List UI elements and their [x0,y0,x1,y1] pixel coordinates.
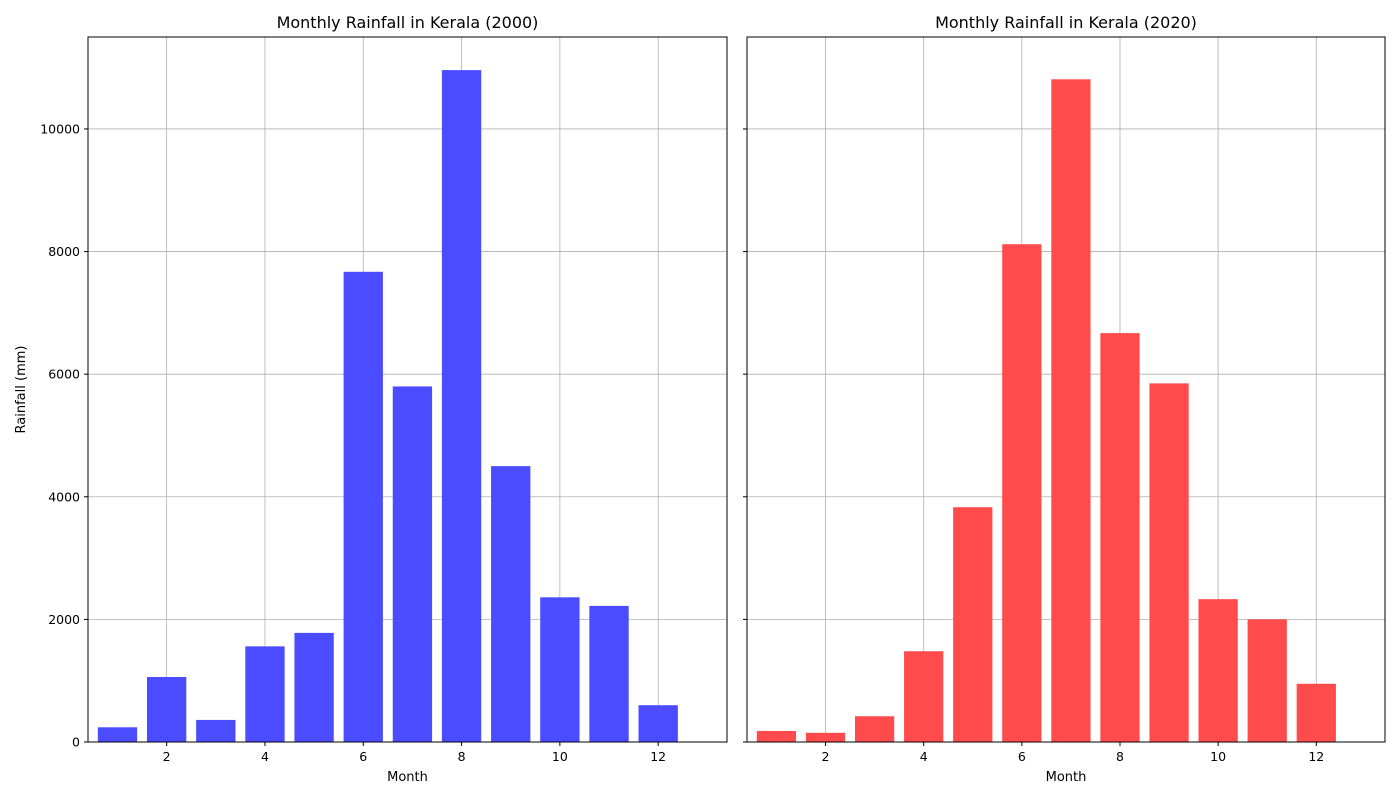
bars [97,70,678,742]
bar-month-2 [805,732,846,742]
bar-month-7 [392,386,433,742]
bar-month-3 [854,716,895,742]
y-axis-label: Rainfall (mm) [14,346,29,434]
bar-month-4 [245,646,285,742]
x-tick-label: 10 [552,749,568,764]
bar-month-10 [540,597,580,742]
y-tick-label: 4000 [48,489,80,504]
bar-month-6 [1002,244,1042,743]
y-tick-label: 2000 [48,612,80,627]
bar-month-1 [97,727,138,742]
x-tick-label: 8 [458,749,466,764]
bar-month-12 [1296,683,1336,742]
bar-month-2 [146,677,187,742]
x-axis-label: Month [387,770,428,785]
bar-month-10 [1198,599,1238,742]
chart-title: Monthly Rainfall in Kerala (2020) [935,13,1197,32]
chart-title: Monthly Rainfall in Kerala (2000) [277,13,539,32]
y-tick-label: 6000 [48,367,80,382]
x-tick-label: 2 [822,749,830,764]
axes-frame [746,36,1386,743]
bar-month-11 [1247,619,1287,742]
y-tick-label: 8000 [48,244,80,259]
x-tick-label: 6 [1018,749,1026,764]
bar-month-5 [953,507,993,742]
bar-month-12 [638,705,678,742]
x-axis-label: Month [1046,770,1087,785]
bar-month-8 [1100,333,1140,742]
chart-panel-2000: 2 4 6 8 10 12 0 2000 4000 6000 8000 10000 Monthly Ra… [14,13,728,785]
x-tick-label: 4 [261,749,269,764]
bar-month-9 [1149,383,1189,742]
bars [756,79,1336,743]
axes-frame [87,36,728,743]
y-tick-label: 10000 [40,121,80,136]
bar-month-6 [343,271,383,742]
bar-month-11 [589,605,629,742]
bar-month-3 [196,719,236,742]
bar-month-8 [441,70,482,742]
x-tick-label: 2 [163,749,171,764]
x-tick-label: 10 [1210,749,1226,764]
bar-month-5 [294,632,334,742]
chart-panel-2020: 2 4 6 8 10 12 Monthly Rainfall in Kerala (2020… [743,13,1386,785]
bar-month-4 [904,651,944,742]
x-tick-label: 6 [359,749,367,764]
x-tick-label: 4 [920,749,928,764]
x-tick-label: 8 [1116,749,1124,764]
bar-month-9 [491,466,531,742]
x-tick-label: 12 [650,749,666,764]
bar-month-1 [756,730,797,742]
bar-month-7 [1051,79,1091,743]
x-tick-label: 12 [1308,749,1324,764]
y-tick-label: 0 [72,735,80,750]
